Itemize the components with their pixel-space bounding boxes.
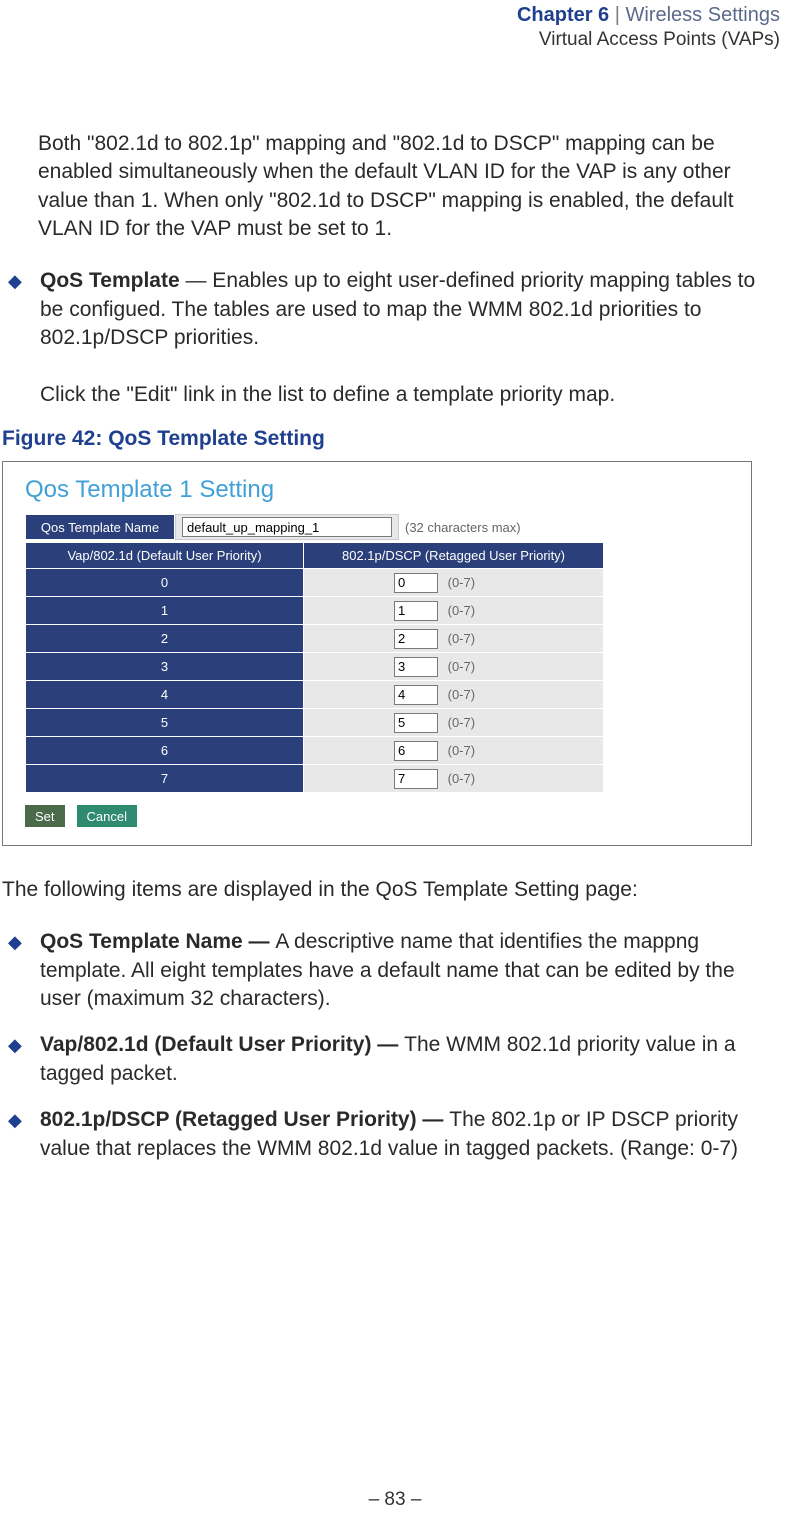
table-row: 4 (0-7) — [26, 681, 604, 709]
qos-template-post: Click the "Edit" link in the list to def… — [40, 383, 615, 406]
table-row: 3 (0-7) — [26, 653, 604, 681]
page-header: Chapter 6 | Wireless Settings Virtual Ac… — [517, 0, 790, 51]
qos-template-label: QoS Template — [40, 269, 180, 292]
priority-map-table: Vap/802.1d (Default User Priority) 802.1… — [25, 542, 604, 793]
chapter-section: Wireless Settings — [626, 4, 781, 26]
post-figure-paragraph: The following items are displayed in the… — [2, 876, 760, 904]
cancel-button[interactable]: Cancel — [77, 805, 137, 827]
bullet-item: QoS Template Name — A descriptive name t… — [40, 928, 760, 1013]
table-row: 0 (0-7) — [26, 569, 604, 597]
priority-input[interactable] — [394, 573, 438, 593]
table-row: 2 (0-7) — [26, 625, 604, 653]
priority-input[interactable] — [394, 769, 438, 789]
qos-template-bullet: QoS Template — Enables up to eight user-… — [40, 267, 760, 409]
diamond-bullet-icon: ◆ — [8, 1110, 26, 1131]
template-name-row: Qos Template Name (32 characters max) — [25, 514, 737, 540]
bullet-item: Vap/802.1d (Default User Priority) — The… — [40, 1031, 760, 1088]
template-name-hint: (32 characters max) — [399, 520, 521, 535]
diamond-bullet-icon: ◆ — [8, 1035, 26, 1056]
table-row: 6 (0-7) — [26, 737, 604, 765]
table-row: 7 (0-7) — [26, 765, 604, 793]
priority-input[interactable] — [394, 657, 438, 677]
bullet-item: 802.1p/DSCP (Retagged User Priority) — T… — [40, 1106, 760, 1163]
page-number: – 83 – — [0, 1489, 790, 1511]
table-row: 5 (0-7) — [26, 709, 604, 737]
priority-input[interactable] — [394, 741, 438, 761]
table-row: 1 (0-7) — [26, 597, 604, 625]
template-name-label: Qos Template Name — [25, 514, 175, 540]
template-name-input[interactable] — [182, 517, 392, 537]
priority-input[interactable] — [394, 685, 438, 705]
chapter-sep: | — [609, 4, 625, 26]
col-right-header: 802.1p/DSCP (Retagged User Priority) — [304, 543, 604, 569]
figure-caption: Figure 42: QoS Template Setting — [2, 427, 770, 451]
figure-box: Qos Template 1 Setting Qos Template Name… — [2, 461, 752, 846]
chapter-label: Chapter 6 — [517, 4, 609, 26]
diamond-bullet-icon: ◆ — [8, 932, 26, 953]
diamond-bullet-icon: ◆ — [8, 271, 26, 292]
chapter-subsection: Virtual Access Points (VAPs) — [517, 29, 780, 51]
set-button[interactable]: Set — [25, 805, 65, 827]
priority-input[interactable] — [394, 601, 438, 621]
intro-paragraph: Both "802.1d to 802.1p" mapping and "802… — [38, 130, 760, 243]
priority-input[interactable] — [394, 629, 438, 649]
col-left-header: Vap/802.1d (Default User Priority) — [26, 543, 304, 569]
priority-input[interactable] — [394, 713, 438, 733]
figure-title: Qos Template 1 Setting — [25, 476, 737, 504]
